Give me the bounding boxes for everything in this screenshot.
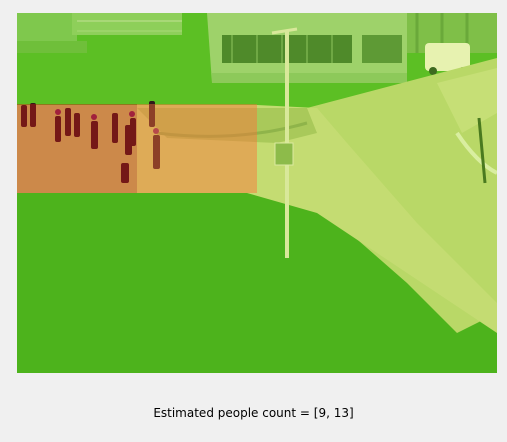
- camera-frame: [17, 13, 497, 373]
- people-count-label: Estimated people count = [9, 13]: [153, 406, 354, 420]
- scene-image: [17, 13, 497, 373]
